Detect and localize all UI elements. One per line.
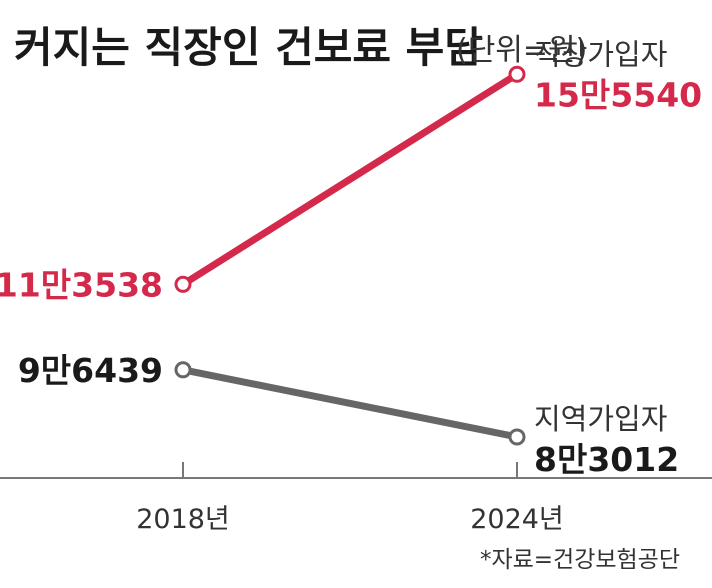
data-label: 15만5540 [534,75,702,114]
data-point [174,361,192,379]
data-point [508,65,526,83]
data-point [508,428,526,446]
chart-title: 커지는 직장인 건보료 부담 [14,23,483,72]
series-layer: 11만3538 직장가입자 15만5540 9만6439 지역가입자 8만3012 [0,37,702,479]
x-tick-label: 2018년 [136,504,230,535]
x-axis-ticks: 2018년 2024년 [136,462,564,535]
series-line [179,366,521,441]
source-note: *자료=건강보험공단 [480,547,680,573]
series-name-label: 직장가입자 [534,37,667,71]
chart-unit: (단위=원) [456,33,587,68]
data-label: 11만3538 [0,265,163,304]
series-line [179,70,521,288]
series-name-label: 지역가입자 [534,402,667,436]
data-label: 9만6439 [18,351,163,390]
x-tick-label: 2024년 [470,504,564,535]
data-label: 8만3012 [534,440,679,479]
data-point [174,275,192,293]
